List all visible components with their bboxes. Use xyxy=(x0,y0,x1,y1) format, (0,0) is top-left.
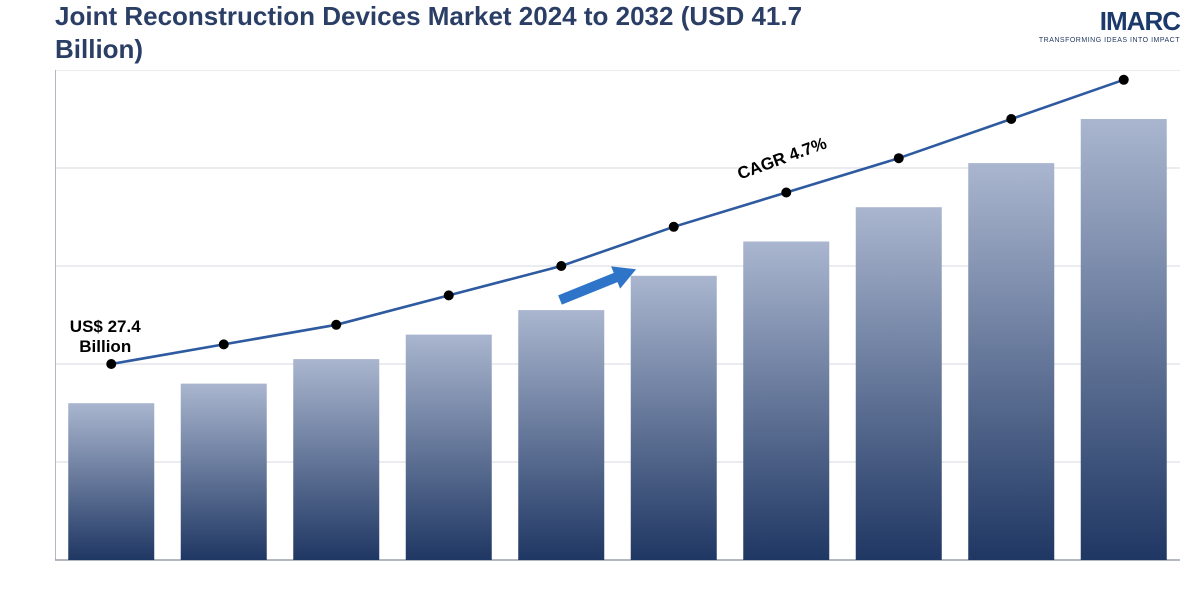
trend-marker xyxy=(1119,75,1129,85)
cagr-label: CAGR 4.7% xyxy=(735,134,829,184)
trend-marker xyxy=(556,261,566,271)
trend-marker xyxy=(219,339,229,349)
svg-text:Billion: Billion xyxy=(1102,70,1154,72)
bar xyxy=(968,163,1054,560)
brand-logo: IMARC TRANSFORMING IDEAS INTO IMPACT xyxy=(1039,6,1180,44)
chart-title-line2: Billion) xyxy=(55,34,143,64)
bar xyxy=(181,384,267,560)
bar xyxy=(856,207,942,560)
bar xyxy=(68,403,154,560)
start-value-label: US$ 27.4Billion xyxy=(70,317,141,356)
trend-marker xyxy=(669,222,679,232)
bar xyxy=(518,310,604,560)
svg-text:Billion: Billion xyxy=(79,337,131,356)
end-value-label: US$ 41.7Billion xyxy=(1092,70,1163,72)
chart-title: Joint Reconstruction Devices Market 2024… xyxy=(55,0,802,65)
chart: US$ 27.4BillionUS$ 41.7BillionCAGR 4.7% xyxy=(55,70,1180,590)
trend-marker xyxy=(894,153,904,163)
bar xyxy=(1081,119,1167,560)
trend-marker xyxy=(106,359,116,369)
trend-marker xyxy=(781,188,791,198)
bar xyxy=(406,335,492,560)
brand-logo-tagline: TRANSFORMING IDEAS INTO IMPACT xyxy=(1039,37,1180,44)
bar xyxy=(293,359,379,560)
chart-svg: US$ 27.4BillionUS$ 41.7BillionCAGR 4.7% xyxy=(55,70,1180,590)
trend-marker xyxy=(444,290,454,300)
chart-title-line1: Joint Reconstruction Devices Market 2024… xyxy=(55,1,802,31)
trend-marker xyxy=(1006,114,1016,124)
bar xyxy=(631,276,717,560)
brand-logo-text: IMARC xyxy=(1039,6,1180,37)
svg-text:US$ 27.4: US$ 27.4 xyxy=(70,317,141,336)
bar xyxy=(743,242,829,561)
trend-marker xyxy=(331,320,341,330)
